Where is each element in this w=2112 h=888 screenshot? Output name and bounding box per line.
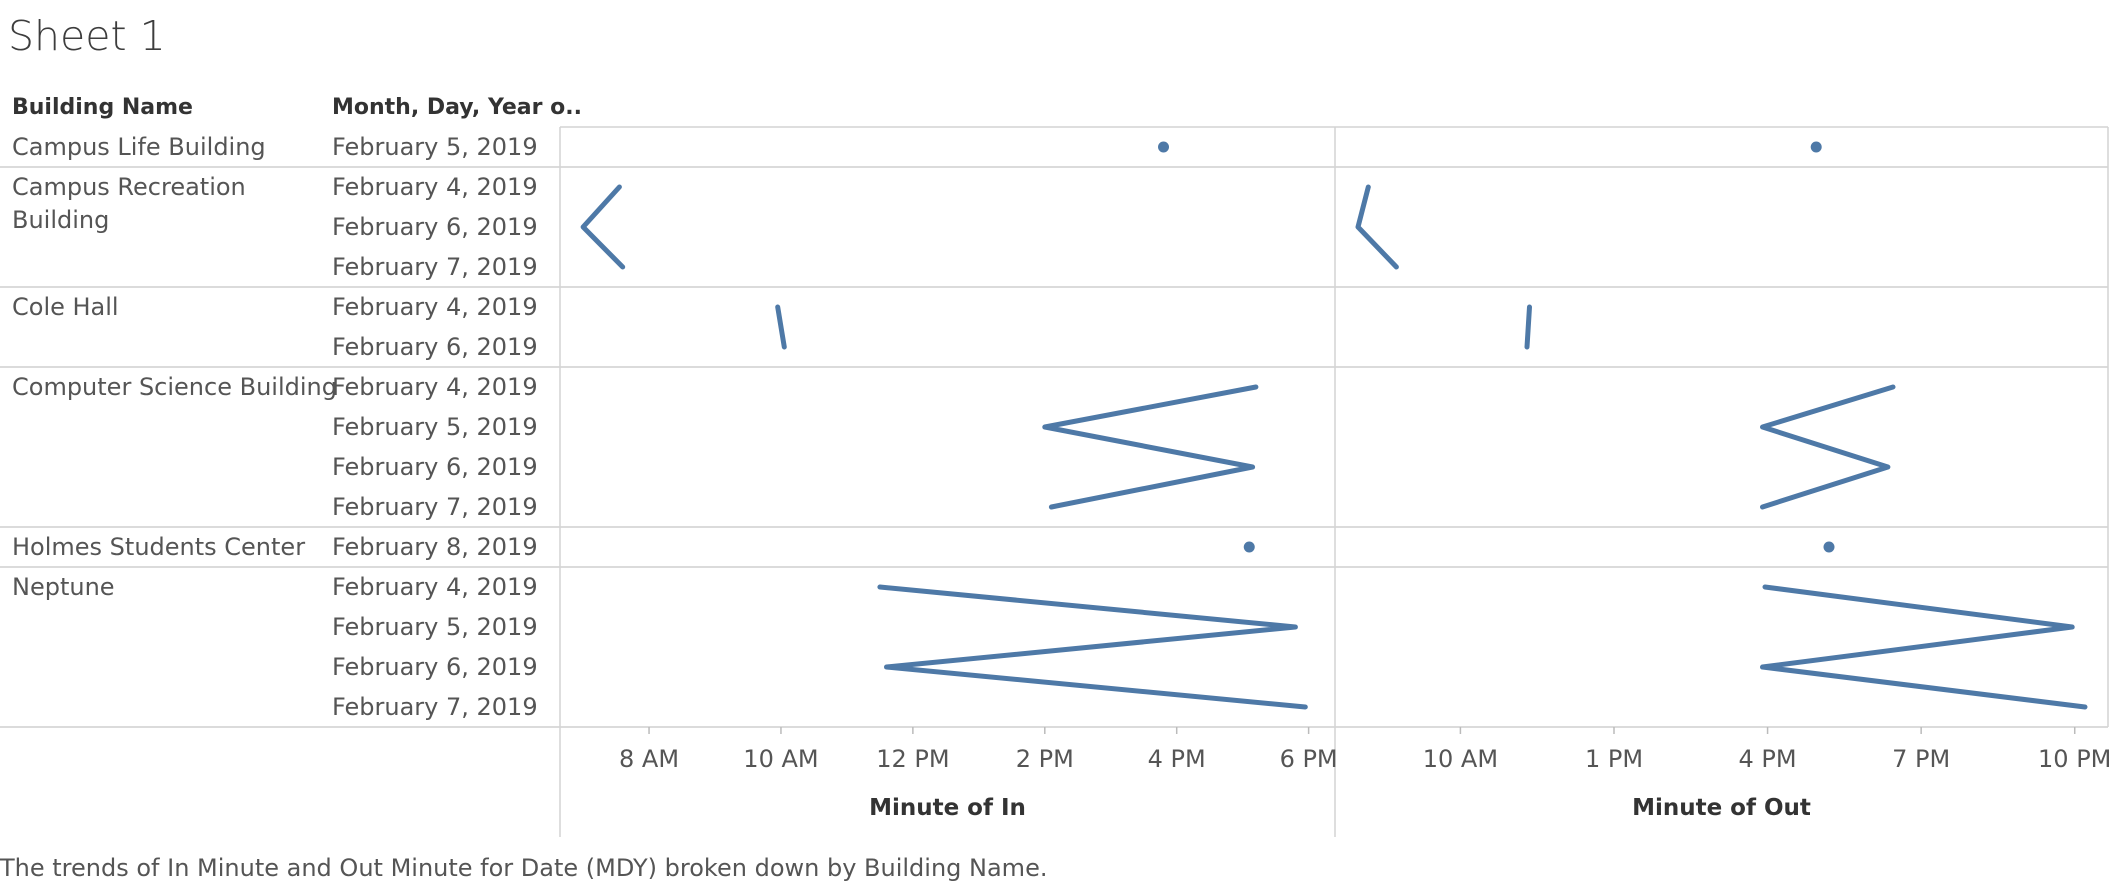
sheet-title: Sheet 1 bbox=[8, 12, 166, 60]
date-label[interactable]: February 7, 2019 bbox=[332, 253, 538, 281]
data-point[interactable] bbox=[1823, 541, 1835, 553]
series-line[interactable] bbox=[1760, 384, 1896, 510]
tick-label: 10 AM bbox=[1423, 745, 1498, 773]
building-label[interactable]: Campus Life Building bbox=[12, 133, 266, 161]
tick-label: 2 PM bbox=[1016, 745, 1074, 773]
date-label[interactable]: February 5, 2019 bbox=[332, 413, 538, 441]
tick-label: 4 PM bbox=[1148, 745, 1206, 773]
building-label[interactable]: Campus Recreation bbox=[12, 173, 246, 201]
building-label[interactable]: Building bbox=[12, 206, 109, 234]
date-label[interactable]: February 7, 2019 bbox=[332, 493, 538, 521]
building-label[interactable]: Holmes Students Center bbox=[12, 533, 305, 561]
tick-label: 12 PM bbox=[876, 745, 949, 773]
series-line[interactable] bbox=[1042, 384, 1259, 510]
tick-label: 4 PM bbox=[1739, 745, 1797, 773]
axis-title-out: Minute of Out bbox=[1632, 795, 1811, 821]
tick-label: 10 PM bbox=[2038, 745, 2111, 773]
date-label[interactable]: February 4, 2019 bbox=[332, 573, 538, 601]
date-label[interactable]: February 6, 2019 bbox=[332, 453, 538, 481]
date-label[interactable]: February 7, 2019 bbox=[332, 693, 538, 721]
chart-caption: The trends of In Minute and Out Minute f… bbox=[0, 854, 1048, 882]
tick-label: 7 PM bbox=[1892, 745, 1950, 773]
tick-label: 1 PM bbox=[1585, 745, 1643, 773]
date-label[interactable]: February 8, 2019 bbox=[332, 533, 538, 561]
header-building-name[interactable]: Building Name bbox=[12, 95, 193, 120]
date-label[interactable]: February 4, 2019 bbox=[332, 373, 538, 401]
date-label[interactable]: February 5, 2019 bbox=[332, 613, 538, 641]
tick-label: 6 PM bbox=[1280, 745, 1338, 773]
date-label[interactable]: February 6, 2019 bbox=[332, 213, 538, 241]
data-point[interactable] bbox=[1810, 141, 1822, 153]
series-line[interactable] bbox=[877, 584, 1308, 710]
axis-title-in: Minute of In bbox=[869, 795, 1026, 821]
date-label[interactable]: February 5, 2019 bbox=[332, 133, 538, 161]
date-label[interactable]: February 4, 2019 bbox=[332, 173, 538, 201]
series-line[interactable] bbox=[775, 304, 787, 350]
building-label[interactable]: Cole Hall bbox=[12, 293, 119, 321]
tick-label: 10 AM bbox=[743, 745, 818, 773]
date-label[interactable]: February 4, 2019 bbox=[332, 293, 538, 321]
series-line[interactable] bbox=[1355, 184, 1399, 270]
date-label[interactable]: February 6, 2019 bbox=[332, 653, 538, 681]
chart-area: Campus Life Building February 5, 2019 Camp… bbox=[0, 126, 2111, 837]
header-date[interactable]: Month, Day, Year o.. bbox=[332, 95, 582, 120]
data-point[interactable] bbox=[1158, 141, 1170, 153]
data-point[interactable] bbox=[1243, 541, 1255, 553]
series-line[interactable] bbox=[1524, 304, 1532, 350]
series-line[interactable] bbox=[580, 184, 626, 270]
building-label[interactable]: Computer Science Building bbox=[12, 373, 337, 401]
series-line[interactable] bbox=[1760, 584, 2088, 710]
tick-label: 8 AM bbox=[619, 745, 679, 773]
date-label[interactable]: February 6, 2019 bbox=[332, 333, 538, 361]
building-label[interactable]: Neptune bbox=[12, 573, 115, 601]
